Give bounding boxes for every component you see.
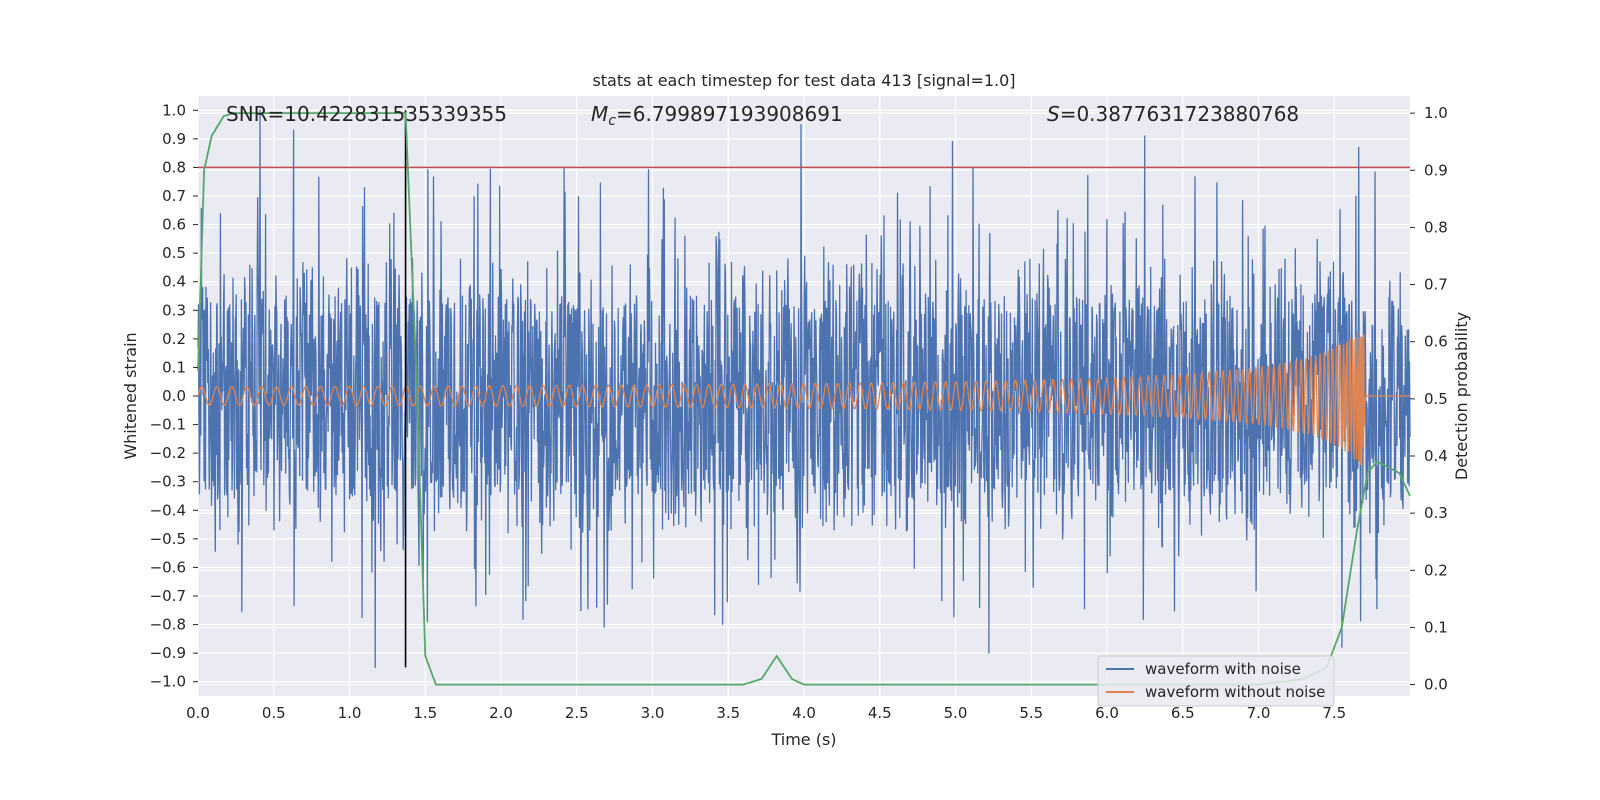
- y-tick-label: 0.9: [162, 130, 186, 148]
- x-tick-label: 7.5: [1322, 704, 1346, 722]
- x-tick-label: 1.5: [413, 704, 437, 722]
- y-tick-label: 0.8: [162, 158, 186, 176]
- series-waveform-without-noise: [197, 330, 1410, 468]
- y-tick-label: −0.6: [150, 558, 186, 576]
- y2-tick-label: 0.4: [1424, 447, 1448, 465]
- x-tick-label: 3.0: [641, 704, 665, 722]
- y-tick-label: 0.5: [162, 244, 186, 262]
- snr-annotation: SNR=10.422831535339355: [226, 102, 507, 126]
- y2-tick-label: 1.0: [1424, 104, 1448, 122]
- y2-tick-label: 0.3: [1424, 504, 1448, 522]
- series-detection-probability: [197, 112, 1411, 686]
- x-tick-label: 1.0: [338, 704, 362, 722]
- tick-labels: 0.0 0.5 1.0 1.5 2.0 2.5 3.0 3.5 4.0 4.5 5.0 5.5 6.0 6…: [150, 101, 1448, 722]
- legend-label-clean: waveform without noise: [1145, 683, 1325, 701]
- y-tick-label: 0.2: [162, 330, 186, 348]
- y2-tick-label: 0.6: [1424, 333, 1448, 351]
- y2-axis-label: Detection probability: [1452, 312, 1471, 480]
- y-tick-label: −0.2: [150, 444, 186, 462]
- x-tick-label: 5.0: [944, 704, 968, 722]
- y2-tick-label: 0.7: [1424, 276, 1448, 294]
- y2-tick-label: 0.5: [1424, 390, 1448, 408]
- legend-box: [1097, 655, 1335, 707]
- s-annotation: S=0.3877631723880768: [1047, 102, 1299, 126]
- y2-tick-label: 0.0: [1424, 676, 1448, 694]
- x-tick-label: 7.0: [1247, 704, 1271, 722]
- series-waveform-with-noise: [197, 109, 1411, 669]
- y-axis-label: Whitened strain: [121, 332, 140, 459]
- y-tick-label: −0.8: [150, 616, 186, 634]
- x-tick-label: 2.0: [489, 704, 513, 722]
- x-axis-label: Time (s): [770, 730, 836, 749]
- y2-tick-label: 0.8: [1424, 218, 1448, 236]
- y-tick-label: −0.4: [150, 501, 186, 519]
- y-tick-label: 0.1: [162, 358, 186, 376]
- x-tick-label: 6.5: [1171, 704, 1195, 722]
- y-tick-label: −0.9: [150, 644, 186, 662]
- y2-tick-label: 0.2: [1424, 561, 1448, 579]
- y-tick-label: 1.0: [162, 101, 186, 119]
- legend: waveform with noise waveform without noi…: [1097, 655, 1335, 707]
- y-tick-label: −0.3: [150, 473, 186, 491]
- y-tick-label: 0.4: [162, 273, 186, 291]
- y-tick-label: 0.0: [162, 387, 186, 405]
- y2-tick-label: 0.9: [1424, 161, 1448, 179]
- y-tick-label: −0.7: [150, 587, 186, 605]
- y-tick-label: 0.7: [162, 187, 186, 205]
- y-tick-label: 0.6: [162, 216, 186, 234]
- x-tick-label: 0.5: [262, 704, 286, 722]
- x-tick-label: 0.0: [186, 704, 210, 722]
- mc-annotation: Mc=6.799897193908691: [591, 102, 843, 129]
- y-tick-label: 0.3: [162, 301, 186, 319]
- y-tick-label: −0.1: [150, 416, 186, 434]
- x-tick-label: 2.5: [565, 704, 589, 722]
- x-tick-label: 5.5: [1019, 704, 1043, 722]
- chart-title: stats at each timestep for test data 413…: [592, 71, 1015, 90]
- y-tick-label: −1.0: [150, 673, 186, 691]
- x-tick-label: 3.5: [716, 704, 740, 722]
- x-tick-label: 4.5: [868, 704, 892, 722]
- x-tick-label: 6.0: [1095, 704, 1119, 722]
- y2-tick-label: 0.1: [1424, 618, 1448, 636]
- series-layer: [197, 109, 1411, 686]
- x-tick-label: 4.0: [792, 704, 816, 722]
- y-tick-label: −0.5: [150, 530, 186, 548]
- legend-label-noise: waveform with noise: [1145, 660, 1301, 678]
